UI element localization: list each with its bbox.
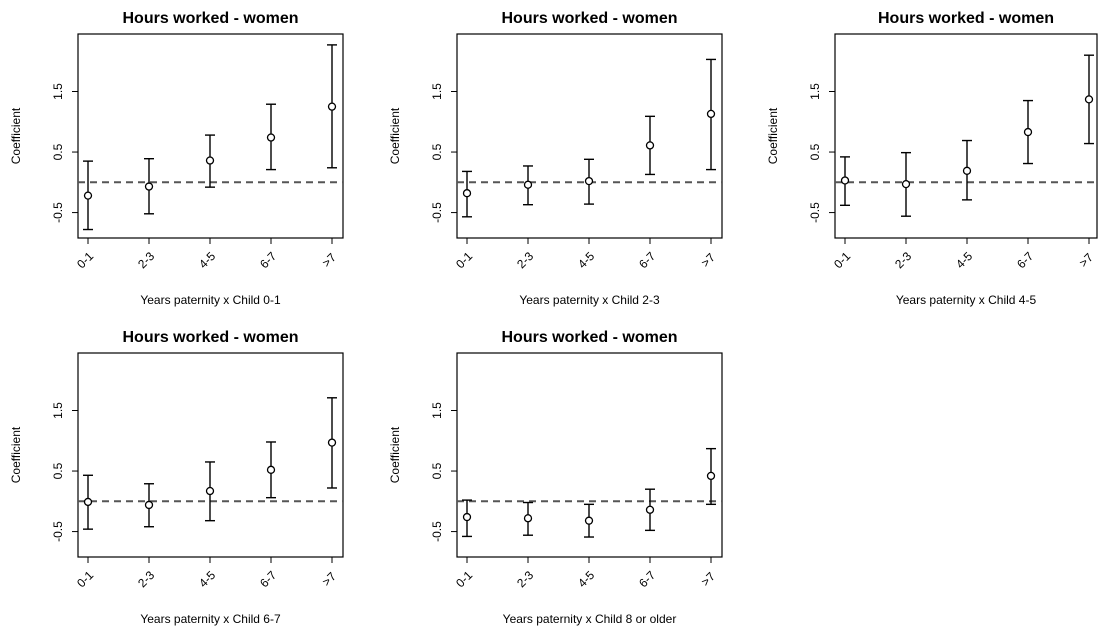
coefficient-point — [327, 438, 337, 447]
y-tick-label: 0.5 — [808, 143, 822, 160]
x-axis-label: Years paternity x Child 6-7 — [140, 612, 281, 626]
x-axis-label: Years paternity x Child 8 or older — [503, 612, 677, 626]
y-tick-label: 0.5 — [51, 462, 65, 479]
y-tick-label: -0.5 — [430, 202, 444, 223]
y-tick-label: 0.5 — [430, 462, 444, 479]
y-tick-label: 0.5 — [51, 143, 65, 160]
y-axis-label: Coefficient — [388, 426, 402, 483]
chart-panel-5: Hours worked - women Coefficient -0.5 0.5 1.… — [388, 329, 723, 626]
y-tick-label: 1.5 — [430, 83, 444, 100]
y-axis-label: Coefficient — [388, 107, 402, 164]
y-tick-label: 1.5 — [51, 83, 65, 100]
x-axis-label: Years paternity x Child 2-3 — [519, 293, 660, 307]
coefficient-point — [523, 514, 533, 523]
coefficient-point — [706, 471, 716, 481]
coefficient-point — [144, 182, 154, 191]
coefficient-point — [83, 497, 93, 507]
coefficient-point — [205, 156, 215, 165]
y-tick-label: 1.5 — [808, 83, 822, 100]
coefficient-point — [266, 465, 276, 474]
y-axis-label: Coefficient — [766, 107, 780, 164]
coefficient-point — [1084, 95, 1094, 104]
y-tick-label: 1.5 — [430, 402, 444, 419]
coefficient-point — [840, 176, 850, 185]
coefficient-point — [462, 189, 472, 198]
coefficient-point — [962, 166, 972, 175]
chart-panel-3: Hours worked - women Coefficient -0.5 0.5 1.… — [766, 10, 1098, 307]
coefficient-point — [144, 500, 154, 510]
y-tick-label: -0.5 — [808, 202, 822, 223]
coefficient-point — [706, 109, 716, 119]
coefficient-point — [205, 486, 215, 496]
chart-panel-1: Hours worked - women Coefficient -0.5 0.5 1.… — [9, 10, 344, 307]
y-axis-label: Coefficient — [9, 107, 23, 164]
coefficient-point — [1023, 127, 1033, 137]
x-axis-label: Years paternity x Child 4-5 — [896, 293, 1037, 307]
coefficient-point — [266, 133, 276, 142]
panel-title: Hours worked - women — [122, 329, 298, 346]
coefficient-point — [462, 512, 472, 522]
y-axis-label: Coefficient — [9, 426, 23, 483]
coefficient-point — [327, 102, 337, 111]
panel-title: Hours worked - women — [501, 329, 677, 346]
coefficient-point — [584, 176, 594, 186]
y-tick-label: 0.5 — [430, 143, 444, 160]
coefficient-point — [645, 505, 655, 514]
y-tick-label: -0.5 — [51, 521, 65, 542]
coefficient-point — [523, 180, 533, 189]
panel-title: Hours worked - women — [122, 10, 298, 27]
coefficient-point — [83, 191, 93, 200]
y-tick-label: 1.5 — [51, 402, 65, 419]
plot-frame — [834, 33, 1098, 239]
coefficient-point — [901, 179, 911, 189]
coefficient-point — [584, 516, 594, 525]
x-axis-label: Years paternity x Child 0-1 — [140, 293, 281, 307]
y-tick-label: -0.5 — [51, 202, 65, 223]
panel-title: Hours worked - women — [878, 10, 1054, 27]
coefficient-point — [645, 141, 655, 150]
panel-title: Hours worked - women — [501, 10, 677, 27]
y-tick-label: -0.5 — [430, 521, 444, 542]
